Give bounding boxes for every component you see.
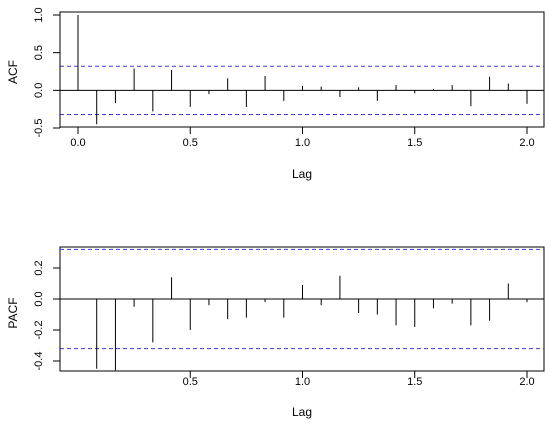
pacf-x-axis: 0.5 1.0 1.5 2.0	[183, 370, 535, 388]
pacf-y-tick-label: 0.2	[33, 260, 45, 275]
pacf-spikes	[96, 275, 528, 371]
acf-x-axis: 0.0 0.5 1.0 1.5 2.0	[70, 126, 535, 149]
pacf-x-axis-title: Lag	[292, 405, 312, 419]
pacf-x-tick-label: 2.0	[519, 376, 534, 388]
pacf-x-tick-label: 0.5	[183, 376, 198, 388]
acf-y-tick-label: 0.5	[33, 45, 45, 60]
acf-x-tick-label: 2.0	[519, 137, 534, 149]
acf-panel: 0.0 0.5 1.0 1.5 2.0 -0.5 0.0 0.5 1.0 Lag ACF	[6, 7, 545, 181]
acf-x-tick-label: 1.0	[295, 137, 310, 149]
acf-y-tick-label: 0.0	[33, 83, 45, 98]
acf-x-tick-label: 0.5	[183, 137, 198, 149]
acf-y-axis: -0.5 0.0 0.5 1.0	[33, 7, 61, 138]
acf-y-tick-label: -0.5	[33, 119, 45, 138]
pacf-y-tick-label: -0.2	[33, 321, 45, 340]
pacf-panel: 0.5 1.0 1.5 2.0 -0.4 -0.2 0.0 0.2 Lag PACF	[6, 246, 545, 419]
pacf-x-tick-label: 1.0	[295, 376, 310, 388]
acf-spikes	[77, 15, 528, 125]
acf-x-axis-title: Lag	[292, 167, 312, 181]
pacf-y-tick-label: -0.4	[33, 352, 45, 371]
pacf-plot-frame	[59, 246, 545, 372]
acf-x-tick-label: 0.0	[70, 137, 85, 149]
pacf-y-tick-label: 0.0	[33, 291, 45, 306]
pacf-x-tick-label: 1.5	[407, 376, 422, 388]
acf-y-tick-label: 1.0	[33, 7, 45, 22]
acf-y-axis-title: ACF	[6, 60, 20, 84]
pacf-y-axis-title: PACF	[6, 297, 20, 328]
acf-confidence-bands	[60, 65, 544, 115]
pacf-confidence-bands	[60, 248, 544, 350]
pacf-y-axis: -0.4 -0.2 0.0 0.2	[33, 260, 61, 371]
acf-x-tick-label: 1.5	[407, 137, 422, 149]
acf-plot-frame	[59, 11, 545, 128]
